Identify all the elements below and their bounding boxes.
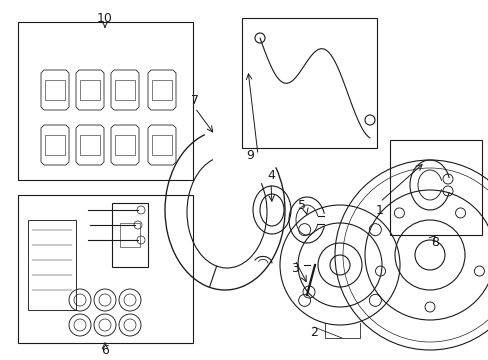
Text: 8: 8 (430, 235, 438, 248)
Bar (28, 220, 76, 310)
Bar (152, 135, 172, 155)
Text: 5: 5 (297, 198, 305, 212)
Bar (152, 80, 172, 100)
Bar (45, 80, 65, 100)
Text: 10: 10 (97, 12, 113, 24)
Bar (242, 18, 376, 148)
Bar (112, 203, 148, 267)
Text: 9: 9 (245, 149, 253, 162)
Bar (80, 135, 100, 155)
Bar (80, 80, 100, 100)
Text: 6: 6 (101, 343, 109, 356)
Bar (18, 195, 193, 343)
Text: 7: 7 (191, 94, 199, 107)
Bar (18, 22, 193, 180)
Text: 3: 3 (290, 261, 298, 274)
Bar (45, 135, 65, 155)
Bar (115, 80, 135, 100)
Bar (115, 135, 135, 155)
Bar (120, 223, 140, 247)
Bar (389, 140, 481, 235)
Text: 4: 4 (266, 168, 274, 181)
Text: 2: 2 (309, 327, 317, 339)
Text: 1: 1 (375, 203, 383, 216)
